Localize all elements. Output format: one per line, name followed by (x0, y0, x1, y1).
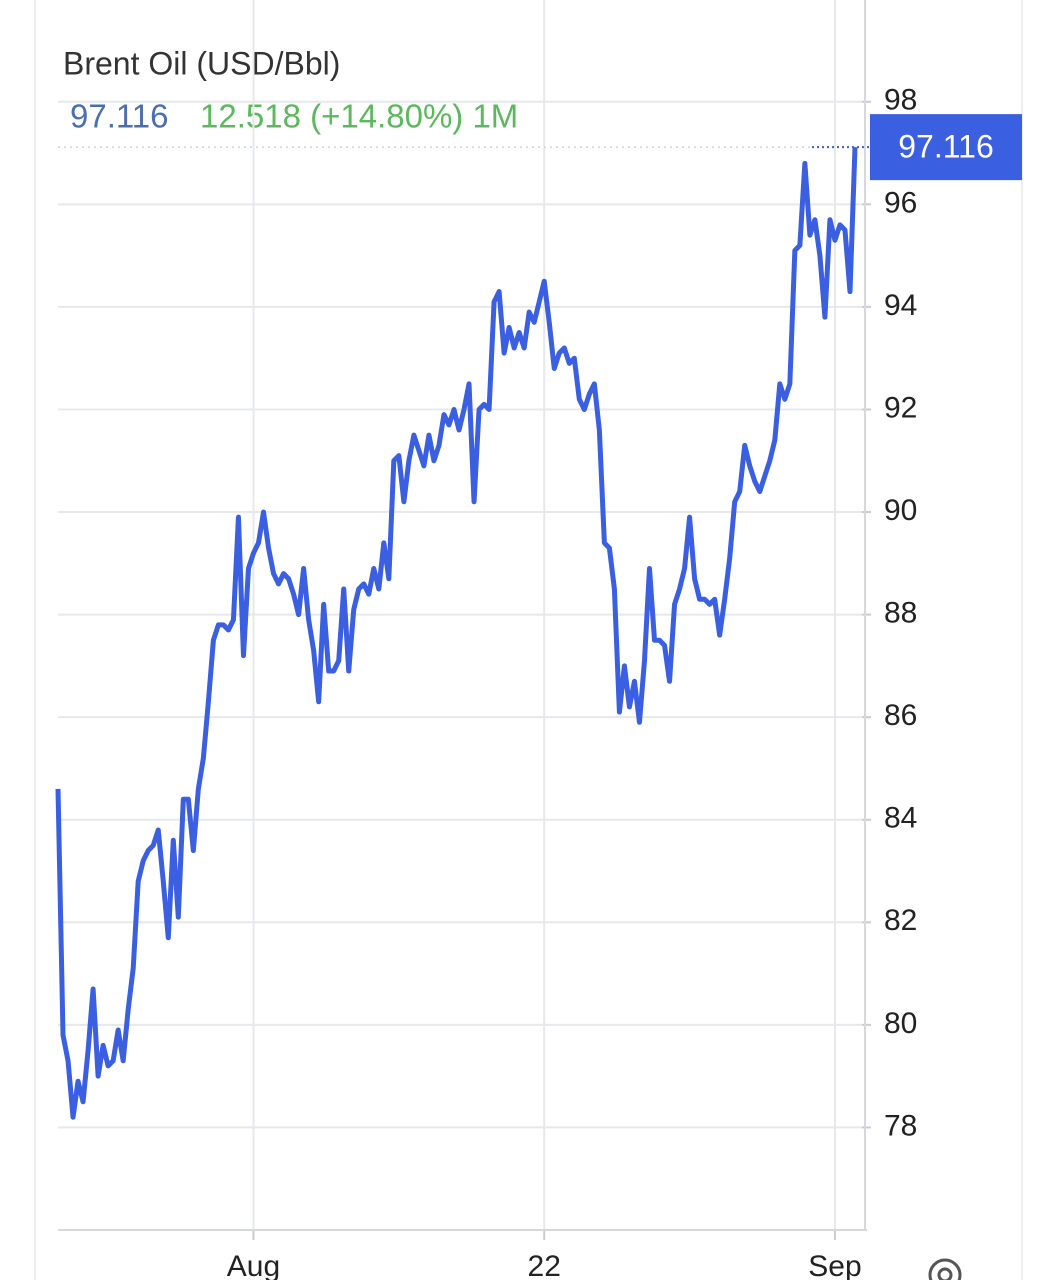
price-change: 12.518 (+14.80%) 1M (200, 98, 518, 135)
y-tick-label: 92 (884, 391, 917, 424)
x-tick-label: 22 (528, 1250, 561, 1280)
y-tick-label: 82 (884, 904, 917, 937)
y-tick-label: 88 (884, 597, 917, 630)
y-tick-label: 78 (884, 1109, 917, 1142)
last-price-tag (870, 114, 1022, 181)
price-line (55, 147, 858, 1120)
last-price-tag-label: 97.116 (898, 129, 994, 165)
x-tick-label: Sep (808, 1250, 861, 1280)
last-price: 97.116 (70, 98, 168, 135)
y-tick-label: 98 (884, 84, 917, 117)
settings-icon[interactable] (928, 1258, 962, 1285)
y-tick-label: 86 (884, 699, 917, 732)
chart-title: Brent Oil (USD/Bbl) (63, 45, 340, 81)
y-tick-label: 84 (884, 802, 917, 835)
y-tick-label: 90 (884, 494, 917, 527)
y-tick-label: 94 (884, 289, 917, 322)
y-tick-label: 96 (884, 186, 917, 219)
x-tick-label: Aug (227, 1250, 280, 1280)
y-tick-label: 80 (884, 1007, 917, 1040)
